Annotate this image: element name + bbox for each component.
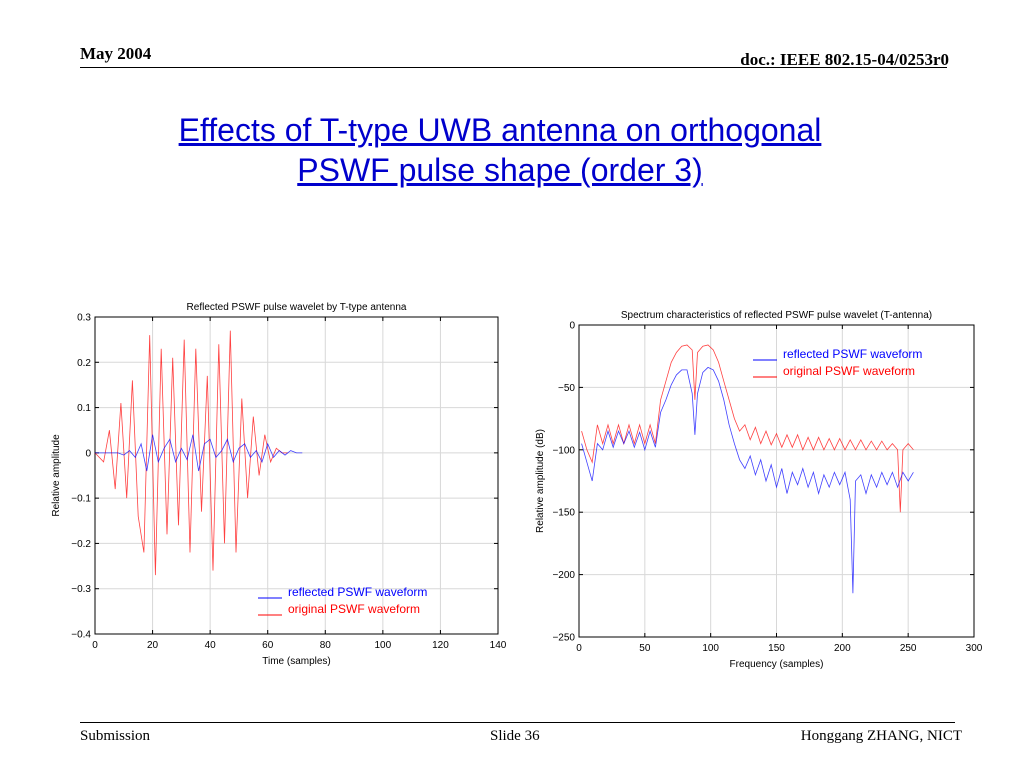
footer-slide-number: Slide 36 [490,728,540,744]
y-tick-label: −50 [558,383,575,394]
y-tick-label: 0.3 [77,313,91,324]
y-tick-label: −0.4 [71,630,91,641]
y-tick-label: 0 [569,321,575,332]
x-tick-label: 0 [92,640,98,651]
footer-author: Honggang ZHANG, NICT [800,728,962,744]
x-tick-label: 250 [900,643,917,654]
spectrum-chart: 0 50 100 150 200 250 300 0 −50 −100 −150 −200 −250 Sp… [535,310,983,670]
y-tick-label: −0.3 [71,584,91,595]
chart-title: Reflected PSWF pulse wavelet by T-type a… [187,302,407,313]
series-line-reflected [581,366,914,594]
series-line-original [94,330,288,576]
y-axis-label: Relative amplitude [51,434,62,517]
y-tick-label: −250 [552,633,575,644]
header-date: May 2004 [80,44,152,63]
slide-title: Effects of T-type UWB antenna on orthogo… [100,110,900,190]
plot-frame [578,324,975,638]
x-tick-label: 120 [432,640,449,651]
x-tick-label: 300 [966,643,983,654]
x-tick-label: 60 [262,640,274,651]
y-tick-label: 0.2 [77,358,91,369]
plot-frame [94,316,499,635]
slide-title-line1: Effects of T-type UWB antenna on orthogo… [178,112,822,148]
header-divider [80,67,947,68]
y-tick-label: −0.2 [71,539,91,550]
y-tick-label: −200 [552,570,575,581]
y-tick-label: −100 [552,445,575,456]
legend-label: original PSWF waveform [783,364,915,378]
footer-submission: Submission [80,728,151,744]
x-tick-label: 20 [147,640,159,651]
header-doc-id: doc.: IEEE 802.15-04/0253r0 [740,50,949,69]
series-line-original [581,344,914,513]
legend-label: original PSWF waveform [288,602,420,616]
series-line-reflected [95,434,303,472]
x-tick-label: 140 [490,640,507,651]
x-axis-label: Time (samples) [262,656,331,667]
x-tick-label: 80 [320,640,332,651]
y-tick-label: 0 [85,448,91,459]
x-tick-label: 0 [576,643,582,654]
y-tick-label: −150 [552,508,575,519]
x-tick-label: 50 [639,643,651,654]
x-tick-label: 40 [205,640,217,651]
x-tick-label: 200 [834,643,851,654]
footer-divider [80,722,955,723]
y-axis-label: Relative amplitude (dB) [535,429,546,533]
legend-label: reflected PSWF waveform [288,585,427,599]
time-domain-chart: 0 20 40 60 80 100 120 140 0.3 0.2 0.1 0 −0.1 −0.2 −0.3… [51,302,507,667]
slide-title-line2: PSWF pulse shape (order 3) [297,152,703,188]
x-tick-label: 100 [702,643,719,654]
x-tick-label: 150 [768,643,785,654]
y-tick-label: 0.1 [77,403,91,414]
x-tick-label: 100 [375,640,392,651]
x-axis-label: Frequency (samples) [730,659,824,670]
chart-title: Spectrum characteristics of reflected PS… [621,310,932,321]
y-tick-label: −0.1 [71,494,91,505]
legend-label: reflected PSWF waveform [783,347,922,361]
